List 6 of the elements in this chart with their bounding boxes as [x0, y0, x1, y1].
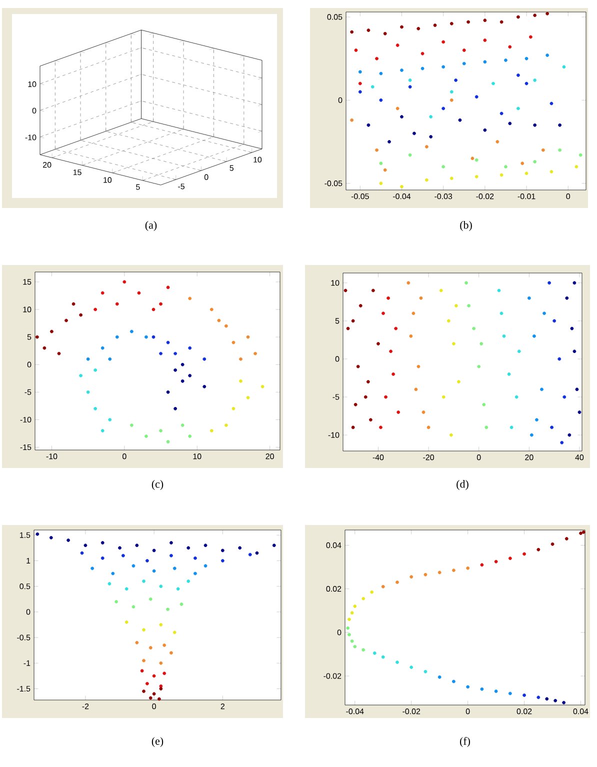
text: (e)	[152, 737, 164, 747]
text: (a)	[145, 221, 157, 231]
text: (f)	[460, 736, 470, 748]
text: (c)	[152, 480, 164, 490]
text: (d)	[456, 480, 468, 490]
text: (b)	[460, 221, 472, 231]
